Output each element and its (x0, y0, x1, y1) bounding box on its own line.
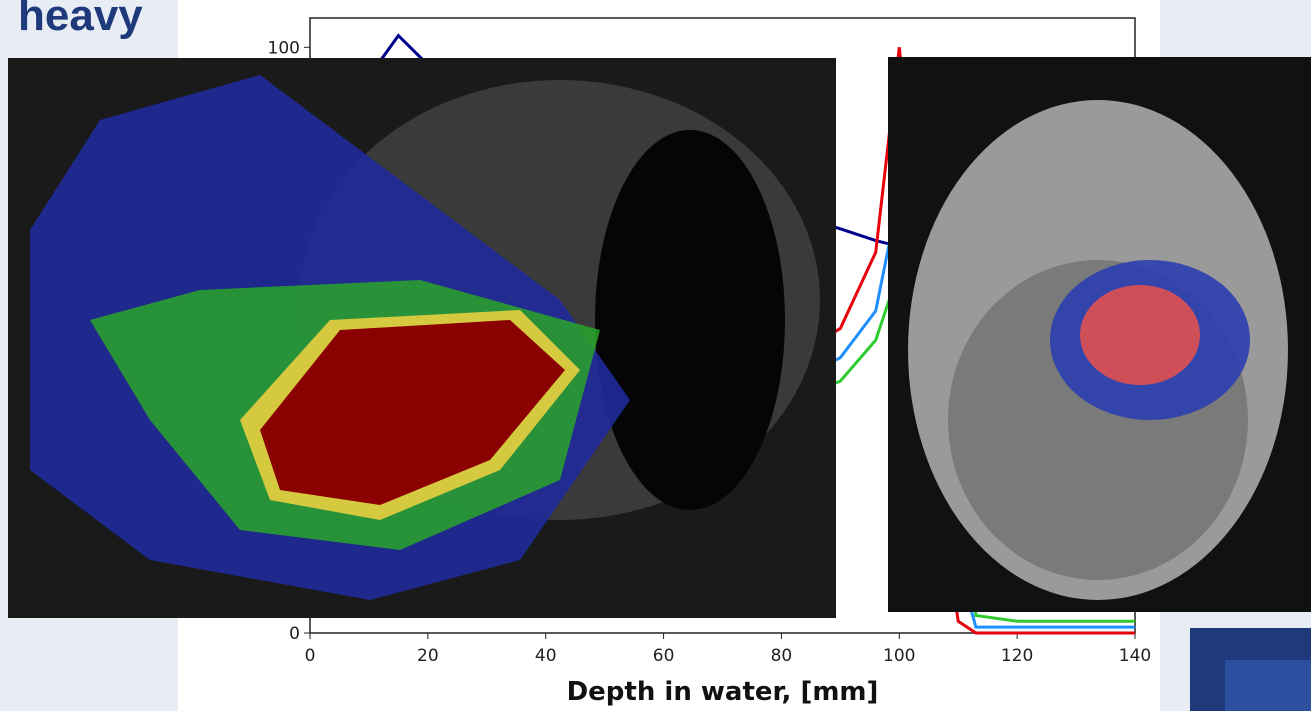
logo-inner (1225, 660, 1311, 711)
x-tick-label: 60 (653, 646, 675, 666)
x-tick-label: 140 (1119, 646, 1151, 666)
x-tick-label: 40 (535, 646, 557, 666)
x-tick-label: 80 (771, 646, 793, 666)
ct-lung (595, 130, 785, 510)
head-dose-high (1080, 285, 1200, 385)
x-tick-label: 120 (1001, 646, 1033, 666)
dose-max (260, 320, 565, 505)
x-tick-label: 100 (883, 646, 915, 666)
y-tick-label: 100 (268, 38, 300, 58)
x-tick-label: 0 (305, 646, 316, 666)
x-axis-label: Depth in water, [mm] (567, 677, 879, 707)
slide-title: heavy (18, 0, 143, 40)
images (8, 57, 1311, 618)
x-tick-label: 20 (417, 646, 439, 666)
y-tick-label: 0 (289, 624, 300, 644)
